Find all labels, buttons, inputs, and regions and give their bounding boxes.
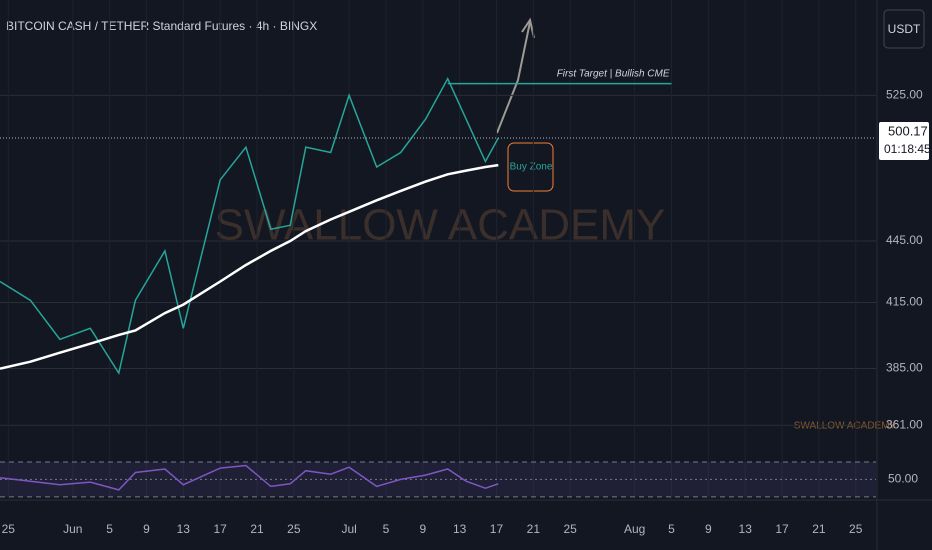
x-tick-label: Aug bbox=[624, 522, 645, 536]
y-tick-label: 445.00 bbox=[886, 233, 923, 247]
x-tick-label: 25 bbox=[849, 522, 863, 536]
x-tick-label: 9 bbox=[143, 522, 150, 536]
rsi-line bbox=[0, 464, 499, 491]
x-tick-label: 25 bbox=[2, 522, 16, 536]
arrow-head bbox=[521, 17, 535, 39]
price-line bbox=[0, 77, 499, 376]
x-tick-label: 9 bbox=[705, 522, 712, 536]
y-tick-label: 415.00 bbox=[886, 295, 923, 309]
last-price-label: 500.17 bbox=[888, 123, 928, 138]
x-tick-label: 17 bbox=[213, 522, 227, 536]
y-tick-label: 385.00 bbox=[886, 361, 923, 375]
x-tick-label: 9 bbox=[419, 522, 426, 536]
chart-title: BITCOIN CASH / TETHER Standard Futures ·… bbox=[6, 19, 317, 33]
x-tick-label: 21 bbox=[527, 522, 541, 536]
rsi-tick-label: 50.00 bbox=[888, 472, 918, 486]
watermark: SWALLOW ACADEMY bbox=[215, 201, 666, 250]
y-tick-label: 361.00 bbox=[886, 417, 923, 431]
x-tick-label: 5 bbox=[383, 522, 390, 536]
x-tick-label: 21 bbox=[250, 522, 264, 536]
x-tick-label: 25 bbox=[287, 522, 301, 536]
buy-zone-label: Buy Zone bbox=[510, 162, 553, 173]
x-tick-label: 5 bbox=[668, 522, 675, 536]
x-tick-label: 25 bbox=[564, 522, 578, 536]
countdown-label: 01:18:45 bbox=[884, 142, 931, 156]
x-tick-label: 21 bbox=[812, 522, 826, 536]
currency-button[interactable] bbox=[883, 9, 925, 49]
signature: SWALLOW ACADEMY bbox=[794, 421, 897, 432]
last-price-box bbox=[879, 122, 929, 161]
projection-arrow bbox=[496, 21, 531, 134]
x-tick-label: 5 bbox=[106, 522, 113, 536]
moving-average bbox=[0, 163, 499, 370]
x-tick-label: 13 bbox=[177, 522, 191, 536]
x-tick-label: 17 bbox=[490, 522, 504, 536]
x-tick-label: 13 bbox=[453, 522, 467, 536]
y-tick-label: 525.00 bbox=[886, 88, 923, 102]
buy-zone-box bbox=[507, 142, 554, 192]
x-tick-label: 17 bbox=[775, 522, 789, 536]
x-tick-label: Jul bbox=[341, 522, 356, 536]
x-tick-label: 13 bbox=[739, 522, 753, 536]
currency-label: USDT bbox=[888, 22, 921, 36]
target-label: First Target | Bullish CME bbox=[557, 68, 670, 79]
x-tick-label: Jun bbox=[63, 522, 82, 536]
